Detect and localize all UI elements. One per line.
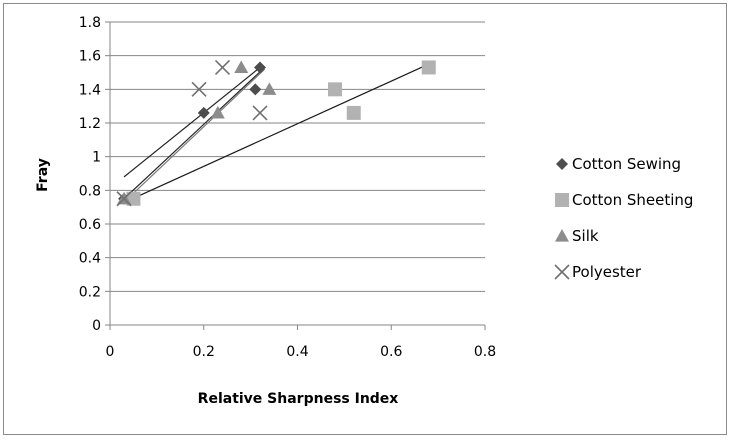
x-tick-label: 0.8 xyxy=(474,344,496,360)
trendline-polyester xyxy=(123,66,261,178)
point-cotton-sheeting xyxy=(421,60,436,75)
point-polyester xyxy=(214,59,231,76)
legend-item-cotton-sewing: Cotton Sewing xyxy=(556,155,681,173)
x-tick-label: 0.4 xyxy=(286,344,308,360)
legend-marker-cotton-sewing xyxy=(556,158,568,170)
trendline-cotton-sheeting xyxy=(128,63,429,201)
legend-label: Silk xyxy=(572,227,599,245)
y-tick-label: 0 xyxy=(92,318,101,334)
chart-frame xyxy=(3,3,727,435)
trendline-silk xyxy=(123,68,266,203)
legend-marker-cotton-sheeting xyxy=(555,193,569,207)
point-polyester-stroke xyxy=(191,81,207,97)
point-polyester-stroke xyxy=(214,59,231,76)
legend-item-silk: Silk xyxy=(555,227,599,245)
point-polyester-stroke xyxy=(252,105,268,121)
data-points xyxy=(116,59,436,207)
trendlines xyxy=(123,63,429,203)
y-tick-labels: 0 0.2 0.4 0.6 0.8 1 1.2 1.4 1.6 1.8 xyxy=(79,15,101,334)
trendline-cotton-sewing xyxy=(123,67,266,200)
gridlines xyxy=(110,21,485,292)
y-tick-label: 0.8 xyxy=(79,183,101,199)
y-axis-title: Fray xyxy=(35,158,51,192)
point-polyester xyxy=(252,105,268,121)
legend-marker-polyester-stroke xyxy=(554,264,570,280)
y-tick-label: 1.4 xyxy=(79,82,101,98)
legend-marker-silk xyxy=(555,229,569,242)
legend-label: Polyester xyxy=(572,263,642,281)
x-tick-label: 0 xyxy=(106,344,115,360)
y-tick-label: 1.2 xyxy=(79,116,101,132)
axes xyxy=(105,21,486,330)
point-silk xyxy=(262,82,277,95)
legend-item-polyester: Polyester xyxy=(554,263,642,281)
legend-marker-polyester xyxy=(554,264,570,280)
point-cotton-sheeting xyxy=(126,191,141,206)
point-cotton-sewing xyxy=(249,83,262,96)
legend: Cotton Sewing Cotton Sheeting Silk Polyeste… xyxy=(554,155,693,281)
legend-label: Cotton Sheeting xyxy=(572,191,693,209)
x-tick-labels: 0 0.2 0.4 0.6 0.8 xyxy=(106,344,497,360)
legend-label: Cotton Sewing xyxy=(572,155,681,173)
legend-item-cotton-sheeting: Cotton Sheeting xyxy=(555,191,693,209)
x-axis-title: Relative Sharpness Index xyxy=(198,391,399,407)
point-polyester-stroke xyxy=(116,191,132,207)
point-polyester xyxy=(191,81,207,97)
y-tick-label: 0.2 xyxy=(79,284,101,300)
y-tick-label: 0.6 xyxy=(79,217,101,233)
point-cotton-sewing xyxy=(254,61,266,74)
point-silk xyxy=(210,105,225,119)
y-tick-label: 1.8 xyxy=(79,15,101,31)
x-tick-label: 0.2 xyxy=(193,344,215,360)
x-tick-label: 0.6 xyxy=(380,344,402,360)
y-tick-label: 1 xyxy=(92,150,101,166)
point-cotton-sheeting xyxy=(346,105,361,120)
y-tick-label: 1.6 xyxy=(79,49,101,65)
point-cotton-sewing xyxy=(197,106,210,119)
point-silk xyxy=(234,60,249,74)
point-cotton-sheeting xyxy=(328,82,342,97)
y-tick-label: 0.4 xyxy=(79,251,101,267)
point-polyester xyxy=(116,191,132,207)
